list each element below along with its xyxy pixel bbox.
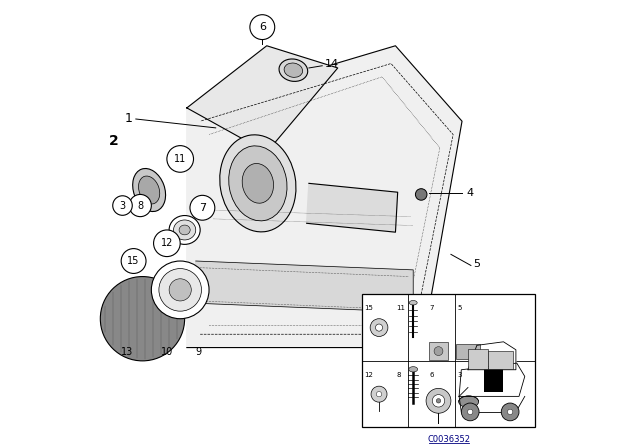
Text: 5: 5 xyxy=(458,305,462,311)
Text: 5: 5 xyxy=(473,259,480,269)
Ellipse shape xyxy=(409,366,418,372)
Circle shape xyxy=(250,15,275,39)
Text: 9: 9 xyxy=(195,347,201,357)
Polygon shape xyxy=(468,342,516,370)
FancyBboxPatch shape xyxy=(468,349,488,369)
Text: 8: 8 xyxy=(137,201,143,211)
Text: 15: 15 xyxy=(127,256,140,266)
Circle shape xyxy=(415,189,427,200)
Bar xyxy=(362,294,535,427)
Circle shape xyxy=(151,261,209,319)
Circle shape xyxy=(190,195,215,220)
Text: 1: 1 xyxy=(124,112,132,125)
Circle shape xyxy=(371,386,387,402)
Circle shape xyxy=(434,347,443,356)
Ellipse shape xyxy=(242,164,273,203)
Polygon shape xyxy=(187,46,462,348)
Text: 15: 15 xyxy=(364,305,373,311)
Polygon shape xyxy=(196,261,413,312)
Ellipse shape xyxy=(459,396,479,408)
Circle shape xyxy=(169,279,191,301)
Text: 11: 11 xyxy=(396,305,405,311)
Ellipse shape xyxy=(228,146,287,221)
Ellipse shape xyxy=(409,301,417,305)
Circle shape xyxy=(376,392,381,397)
Ellipse shape xyxy=(179,225,190,235)
Ellipse shape xyxy=(284,63,303,78)
Polygon shape xyxy=(187,46,338,152)
FancyBboxPatch shape xyxy=(456,344,480,359)
Ellipse shape xyxy=(220,135,296,232)
Polygon shape xyxy=(307,183,397,232)
Text: 8: 8 xyxy=(396,372,401,378)
Ellipse shape xyxy=(138,176,160,204)
Circle shape xyxy=(501,403,519,421)
Text: C0036352: C0036352 xyxy=(428,435,470,444)
Circle shape xyxy=(100,276,184,361)
Text: 3: 3 xyxy=(458,372,462,378)
Text: 12: 12 xyxy=(161,238,173,248)
Circle shape xyxy=(154,230,180,257)
Circle shape xyxy=(468,409,473,414)
Text: 7: 7 xyxy=(199,203,206,213)
Circle shape xyxy=(461,403,479,421)
Ellipse shape xyxy=(279,59,308,82)
Circle shape xyxy=(129,194,151,217)
Text: 2: 2 xyxy=(109,134,118,148)
Text: 7: 7 xyxy=(429,305,434,311)
Circle shape xyxy=(508,409,513,414)
Text: 3: 3 xyxy=(120,201,125,211)
Ellipse shape xyxy=(132,168,166,211)
Text: 11: 11 xyxy=(174,154,186,164)
Circle shape xyxy=(432,395,445,407)
Text: 12: 12 xyxy=(364,372,373,378)
Circle shape xyxy=(159,268,202,311)
Ellipse shape xyxy=(169,215,200,244)
Circle shape xyxy=(167,146,193,172)
Circle shape xyxy=(121,249,146,273)
Circle shape xyxy=(436,399,441,403)
FancyBboxPatch shape xyxy=(488,351,513,369)
Circle shape xyxy=(376,324,383,331)
Text: 10: 10 xyxy=(161,347,173,357)
Text: 14: 14 xyxy=(324,60,339,69)
Circle shape xyxy=(113,196,132,215)
Polygon shape xyxy=(459,363,525,396)
FancyBboxPatch shape xyxy=(429,342,448,360)
Circle shape xyxy=(370,319,388,336)
Ellipse shape xyxy=(173,220,196,240)
Text: 6: 6 xyxy=(429,372,434,378)
Text: 6: 6 xyxy=(259,22,266,32)
Text: 4: 4 xyxy=(467,188,474,198)
Bar xyxy=(483,367,504,392)
Circle shape xyxy=(426,388,451,413)
Text: 13: 13 xyxy=(121,347,133,357)
